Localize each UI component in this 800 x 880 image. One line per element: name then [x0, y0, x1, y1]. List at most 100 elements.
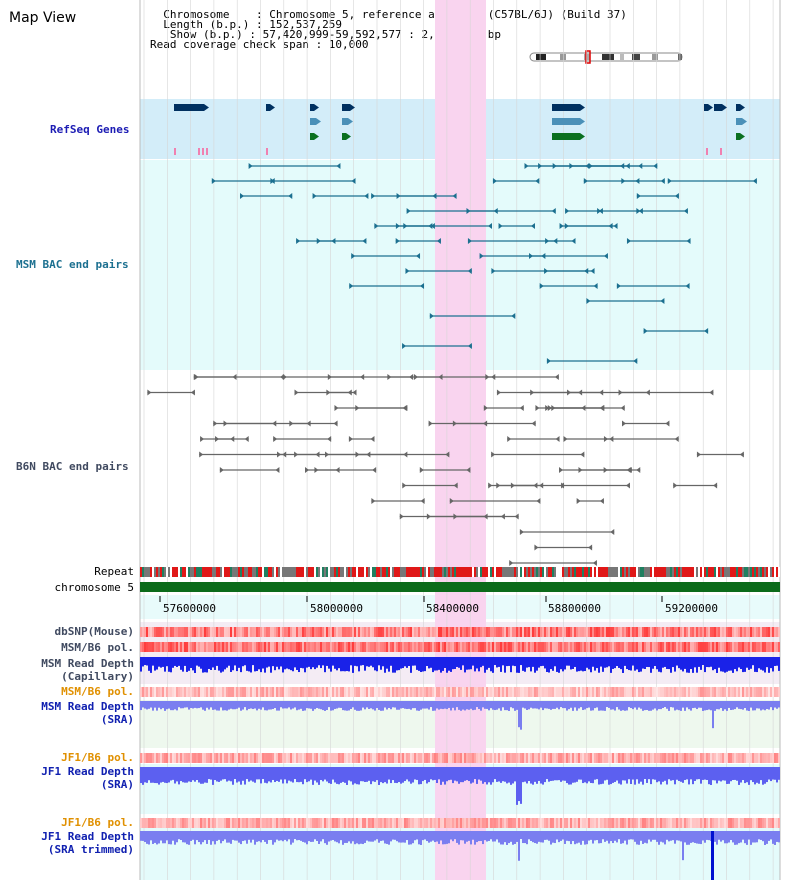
read-depth-bar — [350, 657, 352, 666]
polymorphism-cell — [684, 687, 686, 697]
repeat-segment — [204, 567, 206, 577]
repeat-segment — [652, 567, 654, 577]
polymorphism-cell — [272, 687, 274, 697]
read-depth-bar — [352, 831, 354, 842]
read-depth-bar — [498, 831, 500, 843]
polymorphism-cell — [402, 627, 404, 637]
polymorphism-cell — [170, 627, 172, 637]
repeat-segment — [246, 567, 248, 577]
read-depth-bar — [260, 657, 262, 673]
polymorphism-cell — [516, 818, 518, 828]
polymorphism-cell — [164, 627, 166, 637]
read-depth-bar — [182, 831, 184, 843]
read-depth-bar — [266, 831, 268, 844]
polymorphism-cell — [174, 818, 176, 828]
bac-end-marker — [665, 420, 670, 427]
polymorphism-cell — [620, 687, 622, 697]
polymorphism-cell — [562, 642, 564, 652]
repeat-segment — [610, 567, 612, 577]
polymorphism-cell — [520, 627, 522, 637]
bac-end-marker — [305, 467, 310, 473]
read-depth-bar — [682, 701, 684, 708]
read-depth-bar — [548, 701, 550, 709]
polymorphism-cell — [374, 818, 376, 828]
polymorphism-cell — [460, 642, 462, 652]
bac-end-marker — [530, 389, 535, 396]
read-depth-bar — [596, 657, 598, 669]
polymorphism-cell — [358, 642, 360, 652]
read-depth-bar — [632, 657, 634, 666]
bac-end-marker — [547, 405, 552, 411]
polymorphism-cell — [768, 687, 770, 697]
chromosome-ideogram[interactable] — [528, 50, 688, 66]
polymorphism-cell — [314, 687, 316, 697]
read-depth-bar — [192, 701, 194, 709]
repeat-segment — [666, 567, 668, 577]
polymorphism-cell — [624, 818, 626, 828]
polymorphism-cell — [696, 627, 698, 637]
polymorphism-cell — [330, 627, 332, 637]
polymorphism-cell — [584, 642, 586, 652]
read-depth-bar — [168, 767, 170, 783]
read-depth-bar — [312, 701, 314, 711]
polymorphism-cell — [410, 687, 412, 697]
read-depth-bar — [562, 657, 564, 672]
polymorphism-cell — [290, 642, 292, 652]
polymorphism-cell — [246, 818, 248, 828]
polymorphism-cell — [552, 627, 554, 637]
bac-end-marker — [491, 374, 496, 380]
read-depth-bar — [762, 657, 764, 671]
polymorphism-cell — [342, 627, 344, 637]
read-depth-bar — [300, 657, 302, 668]
polymorphism-cell — [180, 627, 182, 637]
read-depth-bar — [324, 767, 326, 780]
polymorphism-cell — [696, 818, 698, 828]
polymorphism-cell — [272, 642, 274, 652]
bac-end-marker — [507, 436, 512, 442]
polymorphism-cell — [250, 687, 252, 697]
read-depth-bar — [528, 701, 530, 710]
read-depth-bar — [716, 701, 718, 710]
read-depth-bar — [216, 657, 218, 666]
polymorphism-cell — [604, 642, 606, 652]
repeat-segment — [184, 567, 186, 577]
read-depth-bar — [166, 831, 168, 841]
read-depth-bar — [344, 657, 346, 672]
polymorphism-cell — [376, 627, 378, 637]
polymorphism-cell — [224, 687, 226, 697]
read-depth-bar — [354, 831, 356, 845]
polymorphism-cell — [282, 818, 284, 828]
polymorphism-cell — [252, 687, 254, 697]
repeat-segment — [534, 567, 536, 577]
polymorphism-cell — [766, 687, 768, 697]
read-depth-bar — [518, 767, 520, 802]
read-depth-bar — [222, 831, 224, 842]
polymorphism-cell — [310, 687, 312, 697]
polymorphism-cell — [460, 627, 462, 637]
polymorphism-cell — [422, 753, 424, 763]
polymorphism-cell — [166, 753, 168, 763]
read-depth-bar — [444, 701, 446, 709]
polymorphism-cell — [716, 642, 718, 652]
polymorphism-cell — [636, 818, 638, 828]
read-depth-bar — [456, 701, 458, 708]
polymorphism-cell — [300, 818, 302, 828]
bac-end-marker — [372, 467, 377, 473]
polymorphism-cell — [678, 642, 680, 652]
polymorphism-cell — [354, 753, 356, 763]
read-depth-bar — [704, 767, 706, 780]
polymorphism-cell — [190, 818, 192, 828]
polymorphism-cell — [582, 687, 584, 697]
polymorphism-cell — [168, 687, 170, 697]
read-depth-bar — [140, 701, 142, 711]
read-depth-bar — [394, 831, 396, 840]
read-depth-bar — [772, 657, 774, 672]
polymorphism-cell — [536, 753, 538, 763]
read-depth-bar — [190, 657, 192, 668]
polymorphism-cell — [698, 642, 700, 652]
read-depth-bar — [170, 701, 172, 711]
read-depth-bar — [754, 701, 756, 711]
read-depth-bar — [706, 767, 708, 780]
read-depth-bar — [436, 701, 438, 709]
